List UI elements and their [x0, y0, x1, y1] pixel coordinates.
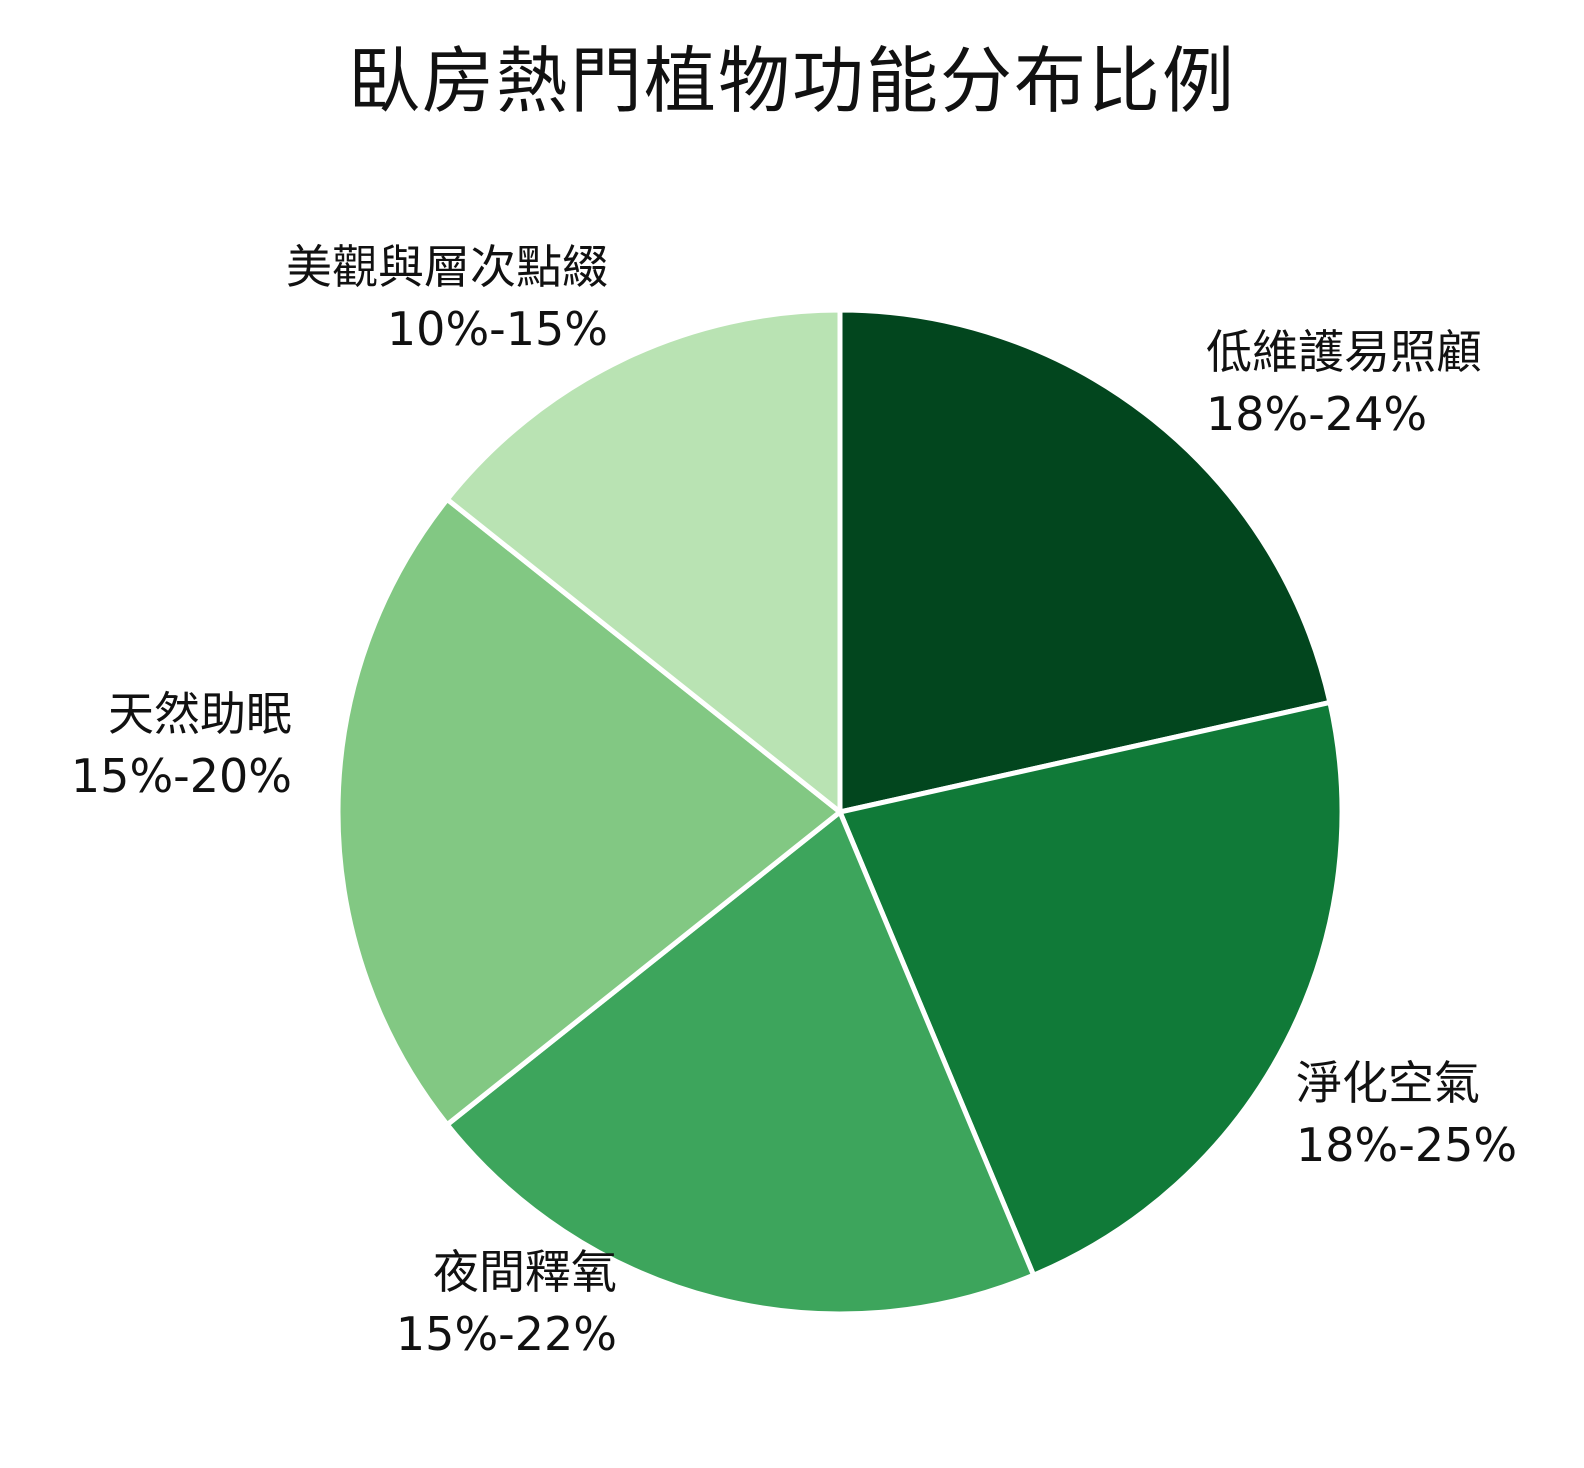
slice-label-air-purification: 淨化空氣 18%-25% [1296, 1052, 1517, 1176]
slice-range: 15%-20% [70, 749, 292, 803]
slice-label-natural-sleep: 天然助眠 15%-20% [30, 683, 292, 807]
pie-slice-decor-layering [444, 307, 843, 815]
slice-range: 10%-15% [386, 302, 608, 356]
pie-slice-low-maintenance [837, 307, 1333, 815]
pie-slice-air-purification [837, 699, 1345, 1278]
pie-slice-night-oxygen [444, 809, 1037, 1317]
chart-title: 臥房熱門植物功能分布比例 [347, 39, 1236, 123]
slice-range: 15%-22% [395, 1307, 617, 1361]
slice-label-low-maintenance: 低維護易照顧 18%-24% [1206, 321, 1482, 445]
slice-name: 低維護易照顧 [1206, 325, 1482, 379]
slice-name: 美觀與層次點綴 [286, 240, 608, 294]
slice-name: 淨化空氣 [1296, 1056, 1480, 1110]
pie-slice-natural-sleep [335, 496, 843, 1128]
slice-range: 18%-24% [1206, 387, 1428, 441]
slice-name: 夜間釋氧 [433, 1245, 617, 1299]
slice-label-decor-layering: 美觀與層次點綴 10%-15% [190, 236, 608, 360]
slice-label-night-oxygen: 夜間釋氧 15%-22% [355, 1241, 617, 1365]
slice-name: 天然助眠 [108, 687, 292, 741]
slice-range: 18%-25% [1296, 1118, 1518, 1172]
